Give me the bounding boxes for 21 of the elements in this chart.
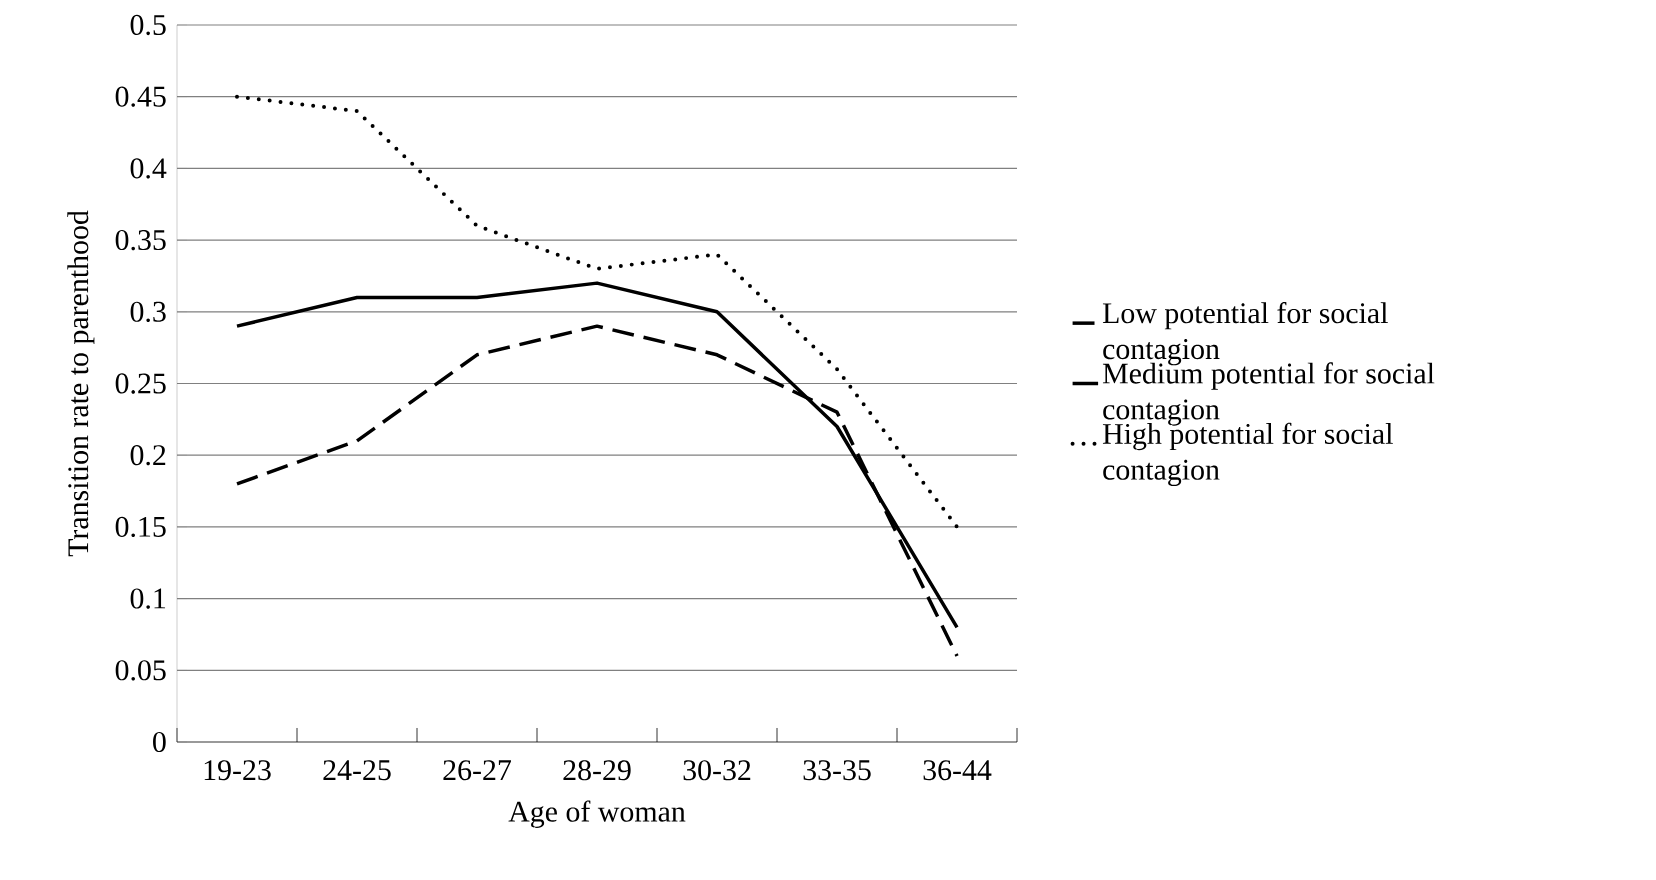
line-series — [235, 94, 960, 529]
x-tick-label: 24-25 — [323, 760, 391, 781]
y-axis-title: Transition rate to parenthood — [67, 210, 95, 557]
x-tick-label: 19-23 — [204, 760, 271, 781]
x-tick-label: 26-27 — [443, 760, 511, 781]
y-tick-label: 0.1 — [130, 588, 166, 609]
y-tick-label: 0.5 — [130, 14, 166, 36]
y-tick-label: 0.35 — [115, 229, 166, 251]
x-tick-label: 33-35 — [803, 760, 871, 781]
y-tick-label: 0.3 — [130, 301, 166, 322]
y-tick-label: 0 — [153, 731, 166, 753]
y-tick-label: 0.4 — [130, 158, 167, 179]
x-axis-title: Age of woman — [508, 800, 686, 828]
y-tick-label: 0.15 — [115, 516, 166, 538]
y-tick-label: 0.05 — [115, 660, 166, 681]
y-tick-label: 0.2 — [130, 445, 166, 466]
y-tick-label: 0.25 — [115, 373, 166, 394]
y-tick-label: 0.45 — [115, 86, 166, 107]
x-tick-label: 36-44 — [923, 760, 992, 781]
x-tick-label: 30-32 — [683, 760, 751, 781]
x-tick-label: 28-29 — [563, 760, 631, 781]
